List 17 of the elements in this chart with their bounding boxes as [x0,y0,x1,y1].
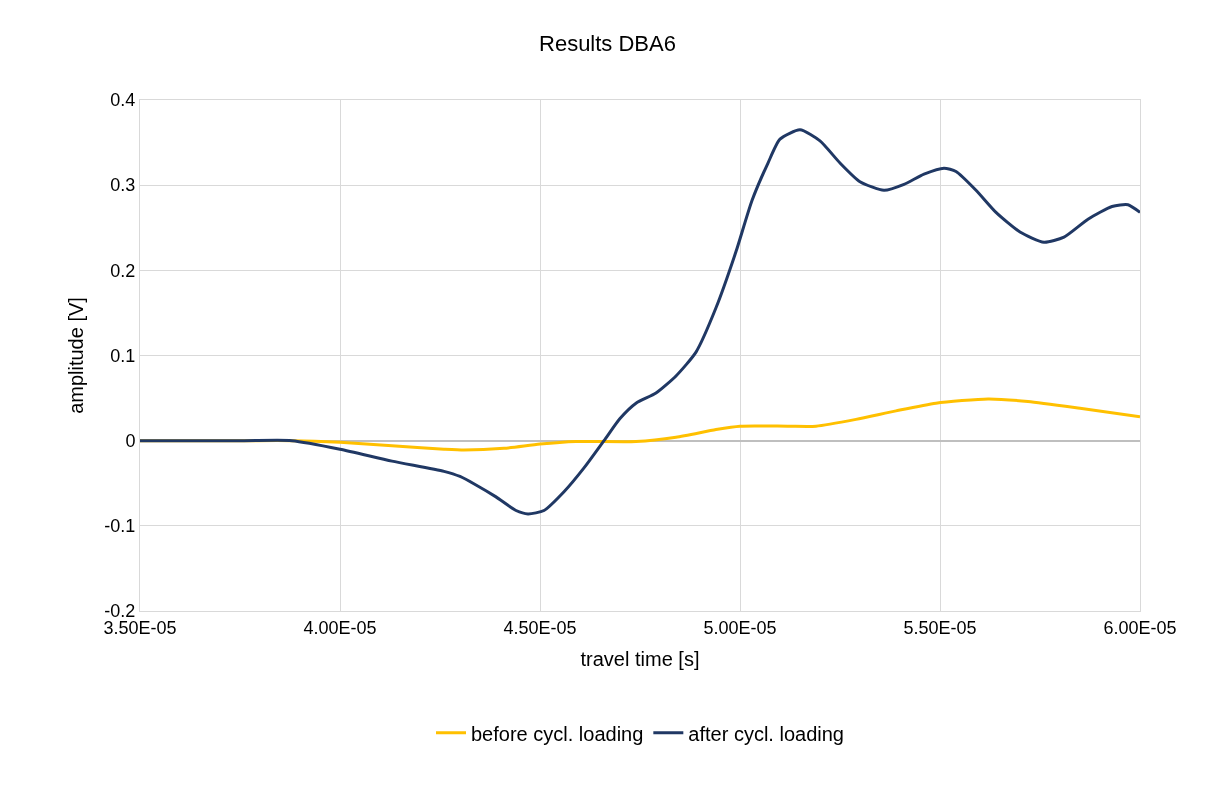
y-tick-label: 0.2 [110,260,136,281]
legend-label: after cycl. loading [688,722,844,745]
y-axis-title: amplitude [V] [64,297,87,414]
x-tick-label: 4.00E-05 [303,617,377,638]
x-tick-label: 5.00E-05 [703,617,777,638]
y-tick-label: 0.3 [110,175,136,196]
line-series [140,128,1140,516]
y-tick-label: 0.4 [110,90,136,111]
x-tick-label: 5.50E-05 [903,617,977,638]
x-tick-label: 6.00E-05 [1103,617,1177,638]
legend-label: before cycl. loading [471,722,644,745]
y-tick-label: 0.1 [110,345,136,366]
y-tick-label: 0 [125,430,136,451]
x-axis-title: travel time [s] [580,648,700,671]
y-tick-label: -0.1 [104,516,136,537]
chart-title: Results DBA6 [539,30,676,56]
x-tick-label: 4.50E-05 [503,617,577,638]
